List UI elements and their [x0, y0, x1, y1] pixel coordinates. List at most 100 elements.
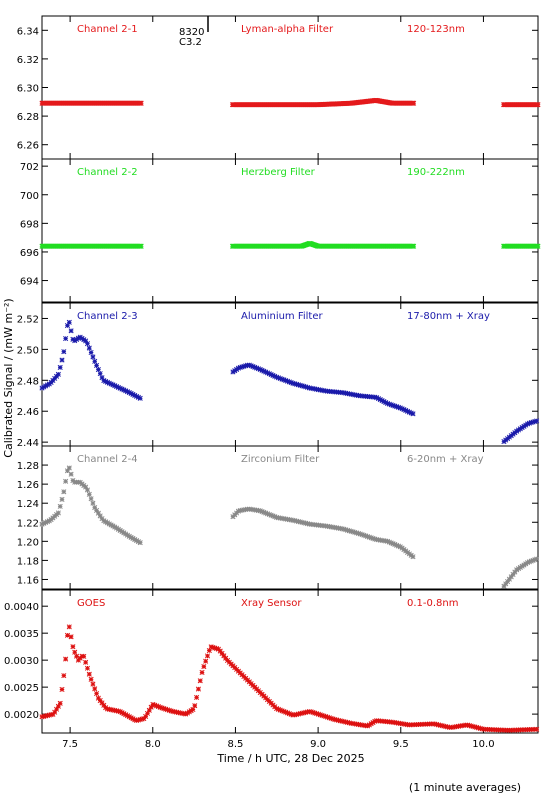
panel-5-point-61: [150, 701, 156, 708]
panel-1-filter-label: Lyman-alpha Filter: [241, 24, 334, 35]
panel-2-channel-label: Channel 2-2: [77, 167, 138, 178]
panel-4-point-28: [90, 500, 96, 506]
panel-4-point-146: [395, 543, 402, 549]
panel-3-point-83: [281, 377, 287, 383]
panel-4-point-141: [386, 539, 392, 545]
panel-3-point-64: [246, 362, 252, 368]
x-tick-label-2: 8.5: [227, 739, 243, 750]
panel-3-point-25: [84, 341, 91, 347]
panel-5-point-79: [183, 711, 189, 717]
panel-3-point-142: [388, 402, 394, 408]
panel-3-point-139: [383, 399, 389, 406]
panel-4-point-130: [366, 534, 372, 540]
panel-3-point-86: [286, 379, 292, 385]
panel-4-point-78: [272, 514, 278, 520]
panel-2-ytick-label-4: 702: [20, 162, 39, 173]
panel-4-point-131: [368, 535, 374, 541]
panel-5-point-62: [152, 702, 158, 708]
panel-3-point-150: [403, 407, 409, 413]
panel-3-point-49: [128, 390, 134, 397]
panel-1-ytick-label-1: 6.28: [17, 112, 39, 123]
panel-4-ytick-label-6: 1.28: [17, 461, 39, 472]
panel-3-point-141: [386, 401, 392, 407]
panel-3-point-41: [114, 384, 120, 390]
panel-5-point-44: [119, 710, 125, 716]
panel-2-point-150: [138, 243, 144, 249]
x-tick-label-1: 8.0: [145, 739, 161, 750]
panel-3-point-134: [374, 395, 380, 401]
panel-4-point-34: [101, 518, 107, 524]
panel-3-ytick-label-4: 2.52: [17, 314, 39, 325]
panel-3-point-173: [534, 418, 540, 424]
panel-3-point-60: [239, 364, 245, 370]
panel-3-ytick-label-0: 2.44: [17, 438, 39, 449]
panel-5-band-label: 0.1-0.8nm: [407, 598, 459, 609]
panel-4-point-117: [343, 527, 349, 533]
panel-3-point-71: [259, 367, 265, 373]
panel-3-point-35: [103, 378, 109, 385]
panel-3-point-76: [268, 372, 274, 378]
panel-3-point-40: [112, 383, 118, 389]
panel-4-point-39: [110, 523, 116, 529]
panel-3-point-82: [279, 376, 285, 382]
panel-5-point-28: [90, 681, 96, 687]
panel-3-point-85: [284, 378, 291, 384]
panel-5-point-83: [190, 706, 196, 713]
panel-3-point-68: [254, 365, 260, 371]
panel-1-ytick-label-2: 6.30: [17, 84, 39, 95]
panel-5-point-153: [317, 712, 323, 718]
panel-3-ytick-label-1: 2.46: [17, 407, 39, 418]
panel-3-point-73: [263, 369, 269, 375]
panel-5-point-60: [148, 704, 154, 710]
panel-3-point-61: [241, 363, 247, 369]
panel-5-point-150: [312, 710, 318, 716]
panel-2-ytick-label-3: 700: [20, 191, 39, 202]
panel-2-band-label: 190-222nm: [407, 167, 465, 178]
panel-1-point-425: [411, 100, 417, 106]
panel-5-point-88: [199, 669, 205, 676]
panel-4-point-10: [57, 503, 63, 509]
panel-3-point-53: [135, 394, 141, 400]
panel-4-point-53: [135, 539, 141, 545]
panel-5-point-65: [157, 704, 163, 710]
panel-4-filter-label: Zirconium Filter: [241, 454, 320, 465]
panel-4-point-24: [83, 484, 89, 490]
panel-3-channel-label: Channel 2-3: [77, 311, 138, 322]
panel-5-point-63: [154, 703, 160, 709]
panel-3-point-67: [252, 364, 258, 370]
panel-5-point-13: [63, 656, 69, 662]
panel-3-point-20: [75, 335, 81, 341]
panel-4-point-58: [235, 508, 241, 514]
panel-4-point-11: [59, 496, 65, 502]
panel-1-ytick-label-3: 6.32: [17, 55, 39, 66]
panel-5-point-11: [59, 686, 65, 693]
panel-3-ytick-label-2: 2.48: [17, 376, 39, 387]
panel-5-point-84: [192, 703, 198, 709]
panel-4-point-35: [103, 519, 109, 525]
panel-4-ytick-label-3: 1.22: [17, 518, 39, 529]
panel-4-point-36: [104, 520, 111, 526]
panel-3-point-54: [137, 395, 143, 401]
panel-5-point-19: [74, 653, 80, 659]
panel-5-point-66: [159, 705, 165, 711]
panel-3-point-146: [395, 404, 402, 410]
panel-5-point-43: [117, 709, 123, 715]
panel-4-ytick-label-0: 1.16: [17, 575, 39, 586]
panel-5-point-159: [328, 715, 334, 721]
panel-4-point-154: [410, 554, 416, 560]
panel-5-point-89: [201, 664, 207, 670]
panel-4-point-16: [68, 471, 74, 477]
panel-3-point-3: [44, 382, 51, 388]
panel-3-point-84: [283, 377, 289, 384]
marker-annotation-line2: C3.2: [179, 37, 202, 48]
panel-4-point-173: [534, 556, 540, 562]
panel-3-point-72: [261, 368, 267, 374]
panel-4-point-132: [370, 535, 376, 541]
panel-5-ytick-label-4: 0.0040: [4, 602, 39, 613]
panel-3-point-65: [248, 363, 254, 369]
panel-5-point-49: [128, 715, 134, 721]
panel-3-point-11: [59, 357, 65, 363]
panel-4-point-32: [97, 513, 103, 519]
panel-5-frame: [41, 589, 539, 734]
